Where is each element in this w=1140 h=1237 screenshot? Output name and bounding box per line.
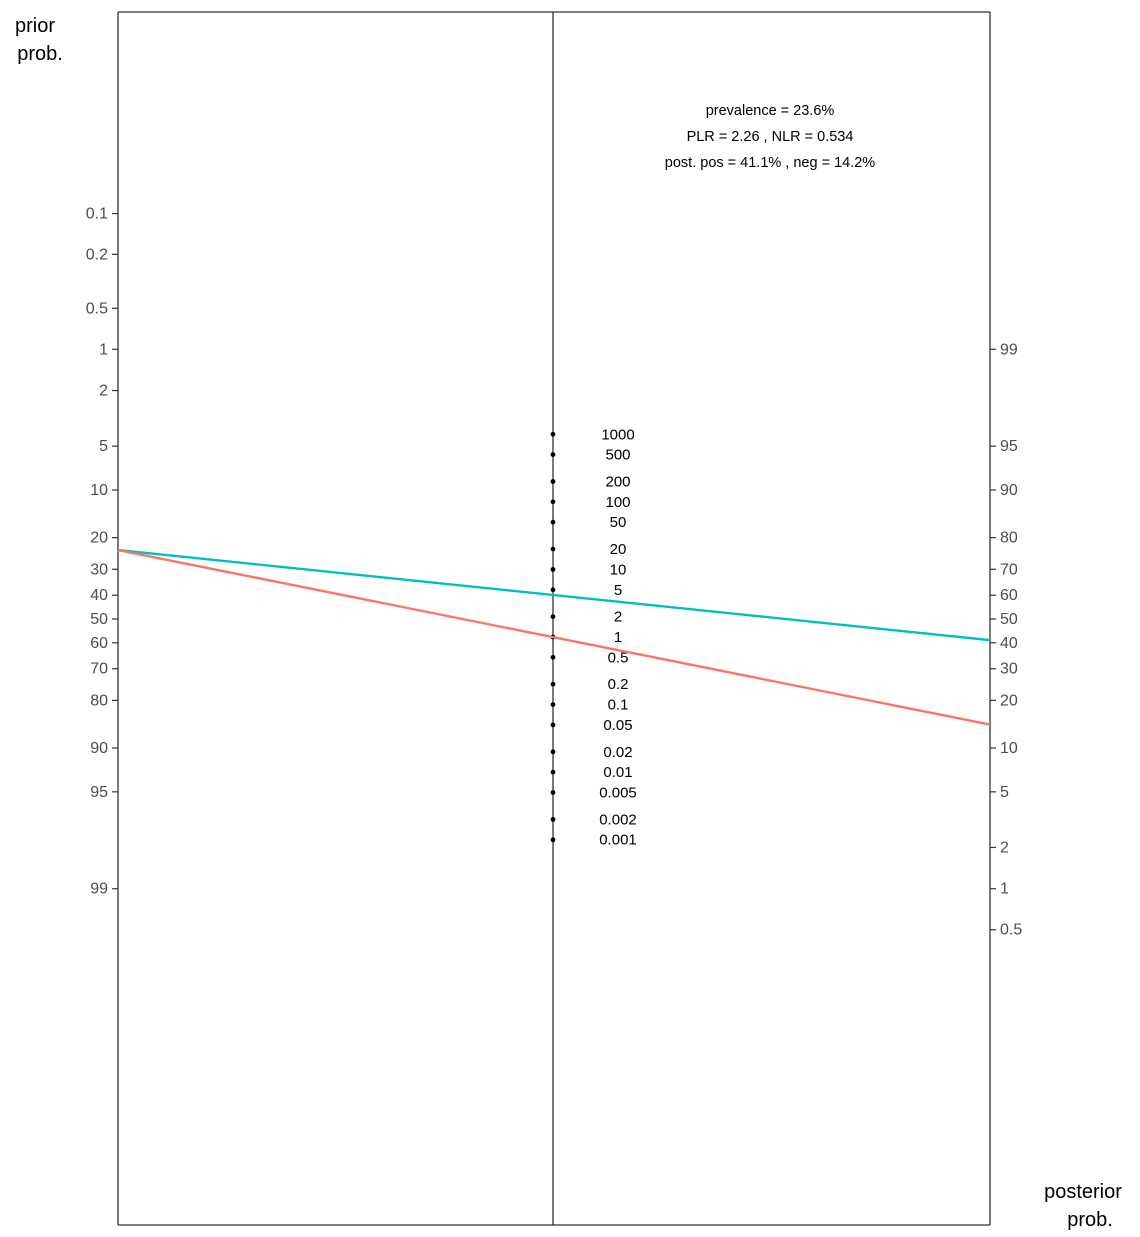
prior-tick-label: 60 <box>90 635 108 652</box>
likelihood-ratio-label: 5 <box>614 582 622 599</box>
likelihood-ratio-point <box>550 722 556 728</box>
posterior-tick-label: 1 <box>1000 881 1009 898</box>
annotation-line: post. pos = 41.1% , neg = 14.2% <box>665 155 876 171</box>
likelihood-ratio-point <box>550 614 556 620</box>
prior-tick-label: 2 <box>99 383 108 400</box>
prior-axis-title: prob. <box>17 43 63 65</box>
likelihood-ratio-label: 0.2 <box>608 676 629 693</box>
prior-tick-label: 80 <box>90 692 108 709</box>
likelihood-ratio-label: 2 <box>614 609 622 626</box>
likelihood-ratio-point <box>550 749 556 755</box>
posterior-tick-label: 80 <box>1000 530 1018 547</box>
likelihood-ratio-point <box>550 546 556 552</box>
axis-titles: prior prob. posterior prob. <box>15 15 1122 1231</box>
series-lines <box>117 548 991 726</box>
prior-tick-label: 1 <box>99 341 108 358</box>
likelihood-ratio-point <box>550 499 556 505</box>
posterior-tick-label: 0.5 <box>1000 922 1022 939</box>
prior-tick-label: 95 <box>90 784 108 801</box>
likelihood-ratio-point <box>550 790 556 795</box>
likelihood-ratio-point <box>550 519 556 525</box>
likelihood-ratio-axis: 1000 500 200 100 50 20 10 5 2 1 0.5 0.2 0.1 0.05 0.02 0… <box>550 426 637 849</box>
result-annotation: prevalence = 23.6% PLR = 2.26 , NLR = 0.5… <box>665 103 876 171</box>
posterior-tick-label: 50 <box>1000 611 1018 628</box>
likelihood-ratio-label: 0.01 <box>603 764 632 781</box>
prior-tick-label: 0.2 <box>86 246 108 263</box>
prior-tick-label: 50 <box>90 611 108 628</box>
posterior-tick-label: 10 <box>1000 740 1018 757</box>
likelihood-ratio-point <box>550 769 556 775</box>
likelihood-ratio-label: 200 <box>605 473 630 490</box>
positive-result-line <box>117 548 991 642</box>
likelihood-ratio-label: 500 <box>605 447 630 464</box>
prior-tick-label: 30 <box>90 561 108 578</box>
prior-tick-label: 70 <box>90 661 108 678</box>
posterior-axis-title: prob. <box>1067 1209 1113 1231</box>
prior-tick-label: 0.5 <box>86 300 108 317</box>
likelihood-ratio-point <box>550 816 556 822</box>
posterior-tick-label: 40 <box>1000 635 1018 652</box>
likelihood-ratio-point <box>550 479 556 484</box>
annotation-line: PLR = 2.26 , NLR = 0.534 <box>687 129 854 145</box>
likelihood-ratio-label: 1 <box>614 629 622 646</box>
likelihood-ratio-label: 10 <box>610 561 627 578</box>
prior-tick-label: 20 <box>90 530 108 547</box>
posterior-tick-label: 20 <box>1000 692 1018 709</box>
likelihood-ratio-label: 0.05 <box>603 717 632 734</box>
likelihood-ratio-label: 0.005 <box>599 785 637 802</box>
posterior-tick-label: 30 <box>1000 661 1018 678</box>
prior-tick-label: 5 <box>99 438 108 455</box>
prior-tick-label: 90 <box>90 740 108 757</box>
posterior-axis-title: posterior <box>1044 1181 1122 1203</box>
annotation-line: prevalence = 23.6% <box>706 103 835 119</box>
posterior-probability-axis: 99 95 90 80 70 60 50 40 30 20 10 5 2 1 0.5 <box>990 341 1022 939</box>
likelihood-ratio-label: 100 <box>605 494 630 511</box>
likelihood-ratio-label: 0.02 <box>603 744 632 761</box>
likelihood-ratio-label: 0.002 <box>599 811 637 828</box>
likelihood-ratio-label: 0.5 <box>608 649 629 666</box>
prior-probability-axis: 0.1 0.2 0.5 1 2 5 10 20 30 40 50 60 70 80 90 95 99 <box>86 206 118 898</box>
likelihood-ratio-label: 0.1 <box>608 697 629 714</box>
likelihood-ratio-point <box>550 452 556 458</box>
likelihood-ratio-point <box>550 654 556 660</box>
posterior-tick-label: 95 <box>1000 438 1018 455</box>
prior-tick-label: 10 <box>90 482 108 499</box>
posterior-tick-label: 2 <box>1000 839 1009 856</box>
prior-axis-title: prior <box>15 15 55 37</box>
likelihood-ratio-point <box>550 837 556 843</box>
negative-result-line <box>117 548 991 726</box>
likelihood-ratio-point <box>550 431 556 437</box>
likelihood-ratio-label: 0.001 <box>599 832 637 849</box>
posterior-tick-label: 5 <box>1000 784 1009 801</box>
likelihood-ratio-point <box>550 702 556 707</box>
likelihood-ratio-label: 20 <box>610 541 627 558</box>
posterior-tick-label: 99 <box>1000 341 1018 358</box>
likelihood-ratio-point <box>550 567 556 572</box>
posterior-tick-label: 90 <box>1000 482 1018 499</box>
likelihood-ratio-label: 50 <box>610 514 627 531</box>
prior-tick-label: 0.1 <box>86 206 108 223</box>
prior-tick-label: 99 <box>90 881 108 898</box>
posterior-tick-label: 60 <box>1000 587 1018 604</box>
prior-tick-label: 40 <box>90 587 108 604</box>
likelihood-ratio-point <box>550 587 556 593</box>
likelihood-ratio-label: 1000 <box>601 426 634 443</box>
posterior-tick-label: 70 <box>1000 561 1018 578</box>
likelihood-ratio-point <box>550 681 556 687</box>
